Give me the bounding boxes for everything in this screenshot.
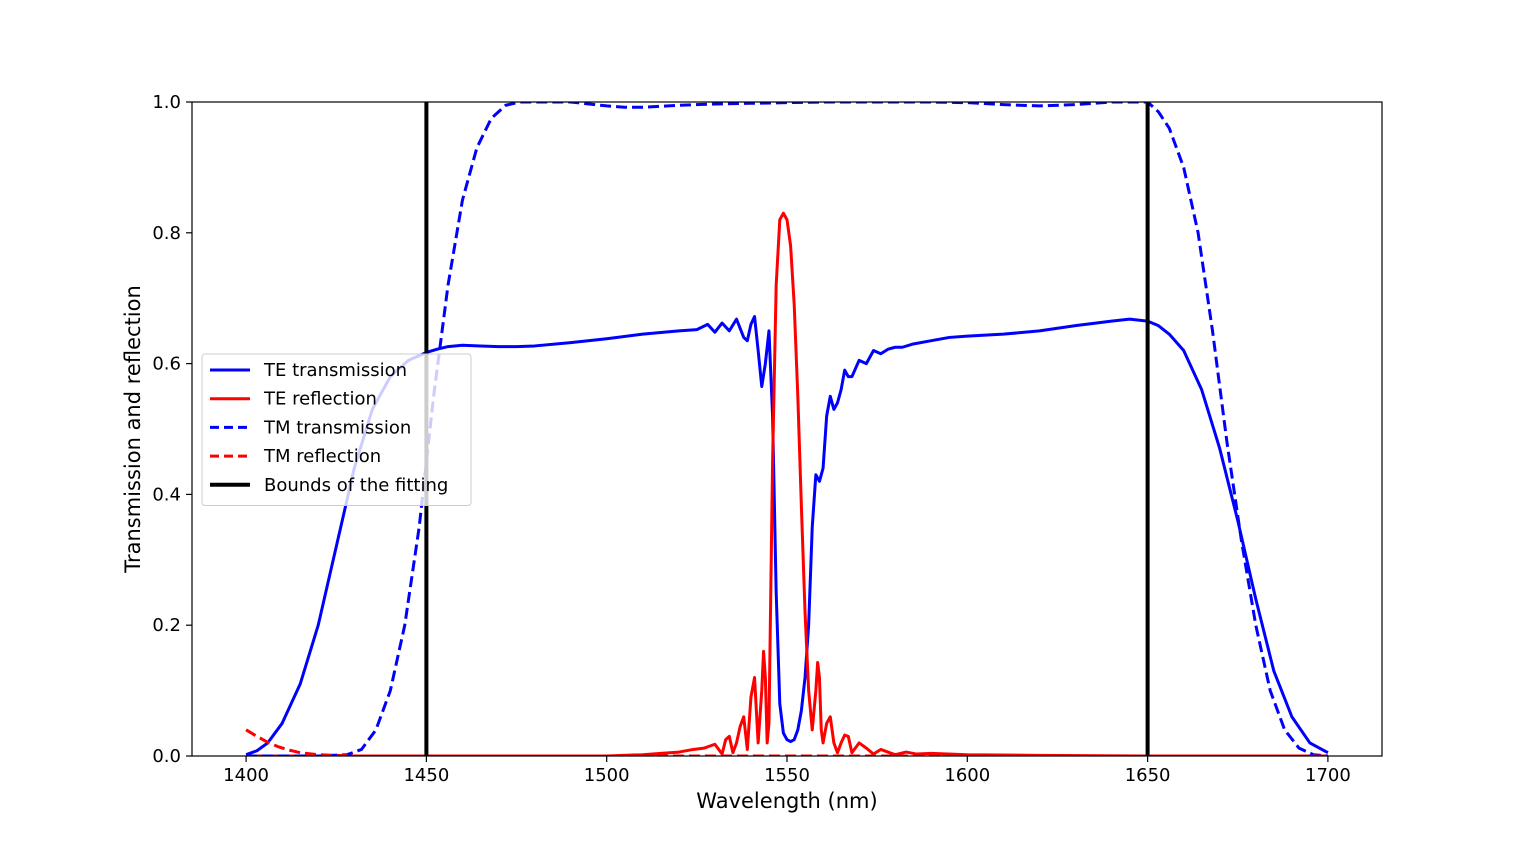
series-line-tm-reflection <box>245 728 1328 756</box>
y-axis: 0.0 0.2 0.4 0.6 0.8 1.0 <box>152 92 192 767</box>
y-tick-label: 0.6 <box>152 354 181 375</box>
y-tick-label: 0.4 <box>152 484 181 505</box>
y-axis-label: Transmission and reflection <box>121 285 145 574</box>
legend-label: TM transmission <box>263 417 411 438</box>
legend-label: Bounds of the fitting <box>264 475 448 496</box>
x-tick-label: 1450 <box>403 765 449 786</box>
x-tick-label: 1500 <box>584 765 630 786</box>
legend-label: TE transmission <box>263 360 407 381</box>
x-tick-label: 1550 <box>764 765 810 786</box>
legend-box <box>201 353 472 506</box>
y-tick-label: 0.2 <box>152 615 181 636</box>
series-line-te-transmission <box>245 315 1329 756</box>
legend-label: TM reflection <box>263 446 381 467</box>
x-axis-label: Wavelength (nm) <box>696 789 877 813</box>
x-tick-label: 1400 <box>223 765 269 786</box>
legend-label: TE reflection <box>263 389 377 410</box>
y-tick-label: 0.0 <box>152 746 181 767</box>
y-tick-label: 0.8 <box>152 223 181 244</box>
series-line-te-reflection <box>246 211 1328 756</box>
x-tick-label: 1700 <box>1305 765 1351 786</box>
legend: TE transmission TE reflection TM transmiss… <box>201 353 472 506</box>
x-tick-label: 1600 <box>944 765 990 786</box>
x-axis: 1400 1450 1500 1550 1600 1650 1700 <box>223 756 1351 786</box>
y-tick-label: 1.0 <box>152 92 181 113</box>
x-tick-label: 1650 <box>1125 765 1171 786</box>
